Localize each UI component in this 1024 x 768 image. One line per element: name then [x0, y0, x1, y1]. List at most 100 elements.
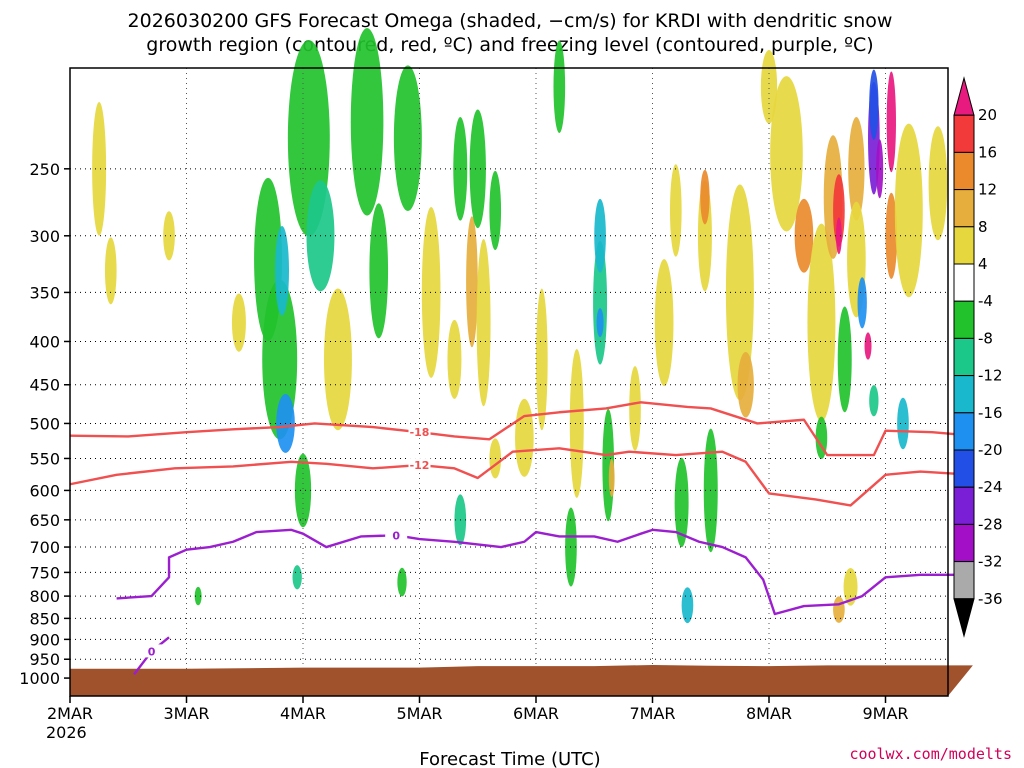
colorbar-label-12: -32 — [978, 553, 1003, 571]
omega-shade-59 — [885, 192, 898, 279]
colorbar-label-9: -20 — [978, 441, 1003, 459]
omega-shade-57 — [869, 69, 879, 140]
contour-label-bg-3 — [408, 425, 431, 439]
y-tick-label-450: 450 — [29, 376, 60, 395]
colorbar-label-5: -4 — [978, 292, 993, 310]
y-tick-label-900: 900 — [29, 630, 60, 649]
omega-shade-61 — [928, 126, 948, 241]
y-tick-label-300: 300 — [29, 227, 60, 246]
omega-shade-2 — [163, 211, 175, 261]
y-tick-label-750: 750 — [29, 563, 60, 582]
colorbar-label-1: 16 — [978, 143, 997, 161]
chart-title-line-1: 2026030200 GFS Forecast Omega (shaded, −… — [128, 10, 893, 32]
y-tick-label-550: 550 — [29, 449, 60, 468]
omega-shade-39 — [700, 169, 710, 225]
x-axis-label: Forecast Time (UTC) — [419, 749, 600, 768]
colorbar-label-7: -12 — [978, 367, 1003, 385]
y-tick-label-250: 250 — [29, 160, 60, 179]
omega-shade-67 — [681, 587, 694, 624]
omega-shade-64 — [897, 397, 909, 450]
contour-label-1: 0 — [148, 645, 156, 658]
omega-shade-53 — [857, 277, 867, 329]
contour-line-0 — [116, 528, 973, 616]
colorbar-swatch-2 — [953, 151, 975, 191]
colorbar-swatch-1 — [953, 114, 975, 153]
omega-shade-69 — [397, 567, 407, 597]
omega-shade-54 — [864, 332, 872, 360]
y-tick-label-600: 600 — [29, 481, 60, 500]
omega-shade-68 — [292, 565, 302, 590]
colorbar-label-2: 12 — [978, 181, 997, 199]
colorbar-label-3: 8 — [978, 218, 988, 236]
omega-shade-25 — [536, 288, 548, 431]
contour-label-2: -12 — [410, 459, 430, 472]
omega-shade-26 — [553, 40, 566, 134]
colorbar-label-10: -24 — [978, 478, 1003, 496]
chart-title-line-2: growth region (contoured, red, ºC) and f… — [146, 34, 873, 56]
colorbar-label-13: -36 — [978, 590, 1003, 608]
omega-shade-1 — [104, 237, 117, 305]
omega-shade-19 — [469, 109, 486, 229]
credit-text: coolwx.com/modelts — [849, 745, 1012, 763]
colorbar-legend: 20 16 12 8 4 -4 -8 -12 -16 -20 -24 -28 -32 -36 — [953, 76, 1003, 638]
x-tick-label-9MAR: 9MAR — [862, 704, 908, 723]
colorbar-swatch-4 — [953, 226, 975, 265]
x-tick-label-6MAR: 6MAR — [513, 704, 559, 723]
omega-shade-24 — [515, 398, 534, 477]
colorbar-swatch-6 — [953, 300, 975, 339]
colorbar-label-4: 4 — [978, 255, 988, 273]
omega-shade-31 — [596, 308, 604, 338]
omega-shade-34 — [629, 366, 641, 451]
omega-shade-35 — [654, 259, 674, 387]
y-tick-label-350: 350 — [29, 283, 60, 302]
colorbar-swatch-14 — [953, 598, 975, 638]
y-tick-label-650: 650 — [29, 511, 60, 530]
plot-frame — [69, 67, 949, 697]
x-tick-label-7MAR: 7MAR — [629, 704, 675, 723]
contour-label-3: -18 — [410, 426, 430, 439]
omega-shade-45 — [794, 198, 814, 273]
omega-shade-37 — [669, 164, 682, 257]
omega-shade-58 — [886, 71, 896, 173]
omega-shade-56 — [876, 139, 884, 199]
omega-shade-11 — [323, 288, 352, 431]
omega-shade-14 — [393, 65, 422, 211]
plot-area: 0 0 -12 -18 — [69, 28, 973, 697]
omega-shade-29 — [593, 240, 608, 365]
temperature-contours: 0 0 -12 -18 — [69, 401, 973, 676]
colorbar-swatch-13 — [953, 561, 975, 600]
omega-shade-36 — [674, 457, 689, 548]
y-tick-label-700: 700 — [29, 538, 60, 557]
x-axis-start-year: 2026 — [46, 723, 87, 742]
colorbar-swatch-12 — [953, 523, 975, 563]
colorbar-swatch-7 — [953, 337, 975, 377]
colorbar-label-0: 20 — [978, 106, 997, 124]
omega-shade-62 — [843, 567, 858, 606]
y-tick-label-850: 850 — [29, 609, 60, 628]
contour-label-0: 0 — [392, 529, 400, 542]
omega-shade-20 — [476, 239, 491, 407]
y-tick-label-800: 800 — [29, 587, 60, 606]
omega-shade-21 — [489, 170, 502, 250]
omega-shade-17 — [466, 216, 478, 348]
x-tick-label-8MAR: 8MAR — [746, 704, 792, 723]
omega-shade-16 — [447, 319, 462, 399]
colorbar-swatch-8 — [953, 375, 975, 414]
omega-shade-33 — [608, 458, 615, 497]
omega-shade-50 — [848, 117, 865, 221]
contour-label-bg-2 — [408, 458, 431, 472]
omega-shade-27 — [569, 348, 584, 498]
y-tick-label-400: 400 — [29, 332, 60, 351]
contour-label-bg-0 — [385, 528, 408, 542]
omega-shade-6 — [275, 226, 290, 316]
x-tick-label-5MAR: 5MAR — [396, 704, 442, 723]
omega-shade-48 — [833, 174, 845, 247]
ground-surface — [70, 664, 973, 696]
omega-shade-63 — [833, 596, 845, 623]
colorbar-swatch-10 — [953, 449, 975, 488]
x-tick-label-3MAR: 3MAR — [163, 704, 209, 723]
omega-shade-70 — [194, 586, 202, 606]
y-tick-label-1000: 1000 — [19, 669, 60, 688]
colorbar-swatch-11 — [953, 486, 975, 525]
